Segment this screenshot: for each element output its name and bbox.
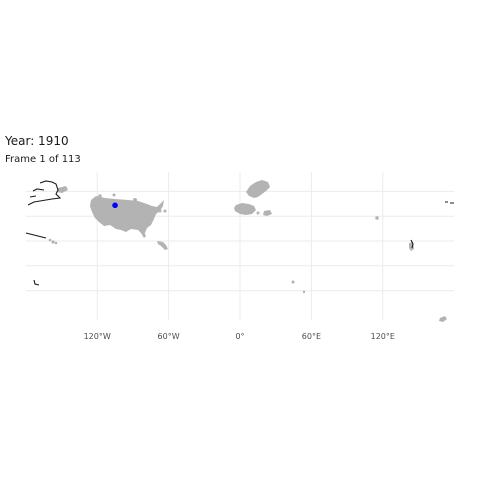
land-island	[302, 290, 306, 294]
land-hawaii	[54, 241, 58, 245]
gridlines	[26, 172, 454, 320]
plot-title: Year: 1910	[5, 134, 69, 148]
outline-pacific-island	[33, 279, 40, 286]
land-speckle	[256, 211, 260, 215]
land-scandinavia	[246, 180, 270, 198]
land-island	[291, 280, 295, 284]
land-hawaii	[51, 240, 55, 244]
highlight-point	[112, 202, 118, 209]
outline-east-islands	[445, 201, 454, 204]
land-speckle	[163, 209, 167, 213]
outline-alaska	[27, 180, 62, 206]
x-tick-label: 120°W	[84, 332, 111, 341]
land-speckle	[98, 194, 102, 198]
x-tick-label: 120°E	[371, 332, 395, 341]
land-speckle	[112, 193, 116, 197]
x-tick-label: 60°E	[302, 332, 321, 341]
land-florida	[139, 229, 146, 238]
land-speckle	[133, 198, 137, 202]
land-new-zealand	[439, 316, 447, 322]
land-masses	[48, 180, 447, 322]
outline-aleutians	[25, 232, 47, 239]
outline-territories	[25, 180, 454, 286]
land-speckle	[158, 209, 162, 213]
land-island	[375, 216, 379, 220]
land-caribbean	[157, 241, 168, 250]
land-hawaii	[48, 238, 52, 242]
plot-subtitle: Frame 1 of 113	[5, 154, 81, 165]
land-alaska-gray	[57, 186, 68, 193]
land-usa	[90, 196, 164, 234]
land-europe-east	[263, 210, 272, 216]
x-tick-label: 60°W	[158, 332, 180, 341]
land-europe	[234, 203, 256, 215]
x-axis-labels: 120°W 60°W 0° 60°E 120°E	[84, 332, 395, 341]
x-tick-label: 0°	[235, 332, 244, 341]
outline-philippines	[410, 239, 414, 249]
